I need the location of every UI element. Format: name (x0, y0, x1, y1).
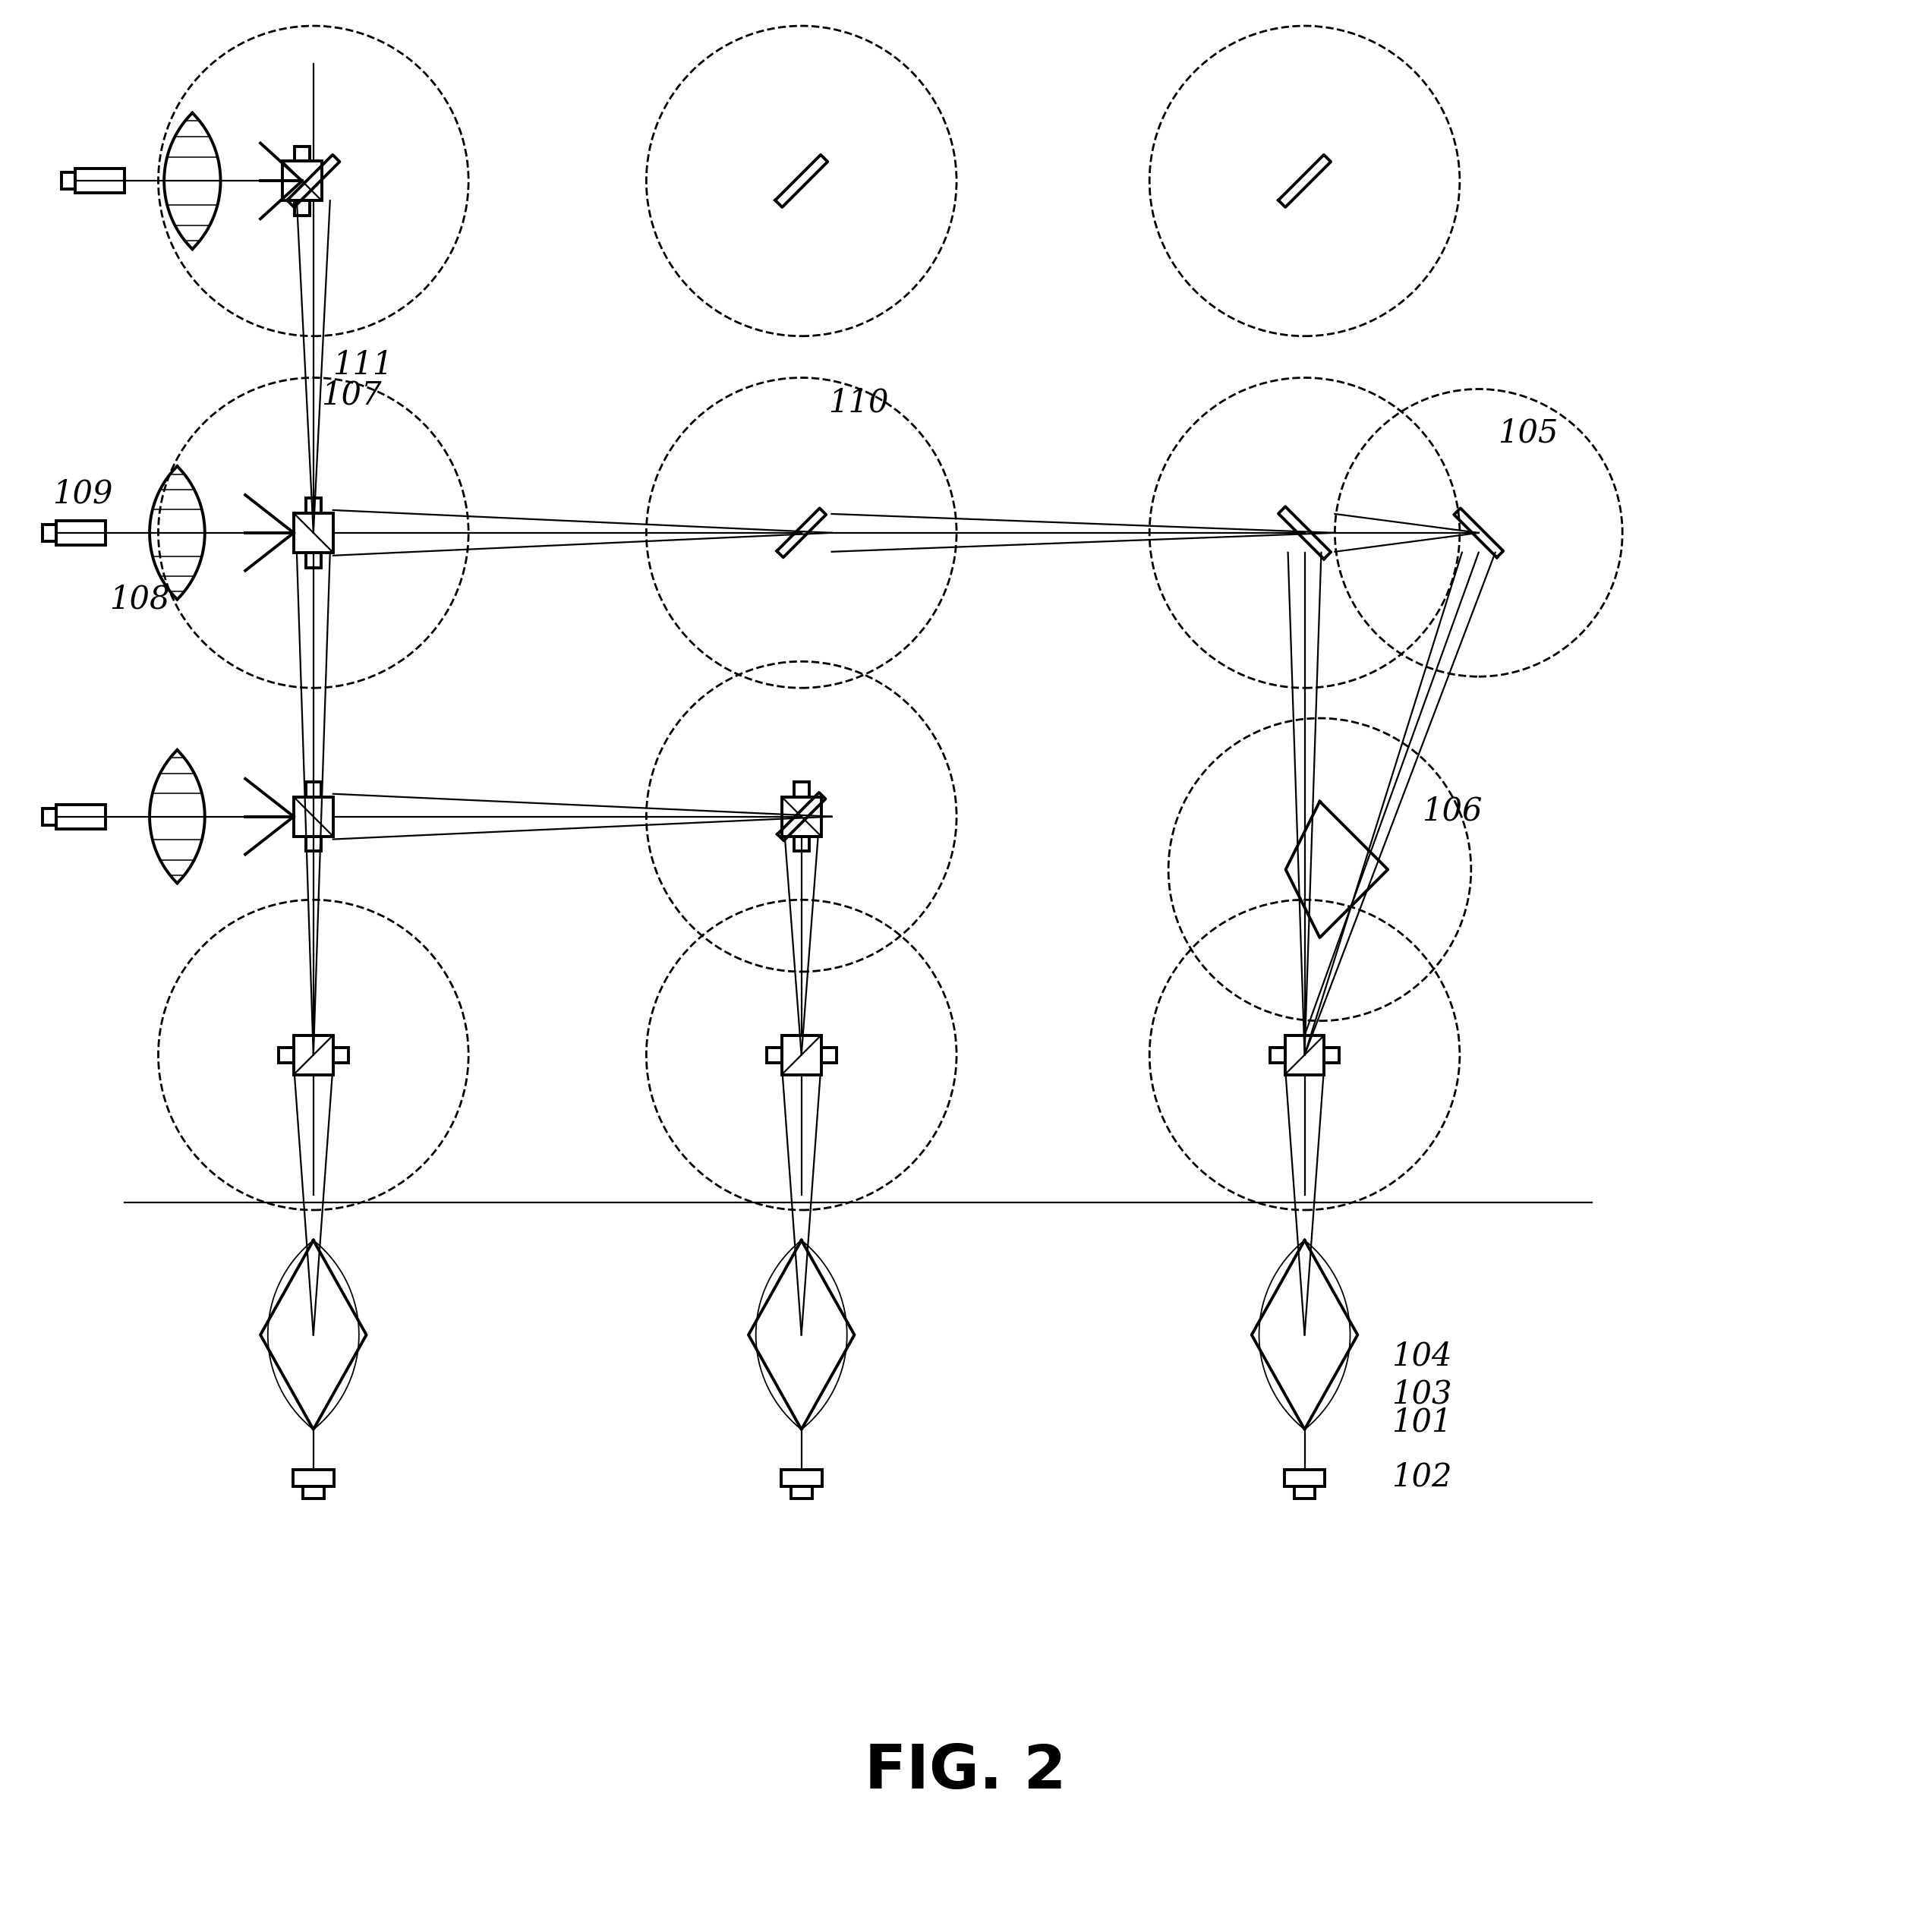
Text: 103: 103 (1391, 1378, 1453, 1410)
Bar (767, 1047, 782, 1063)
Bar (75, 168, 124, 193)
Bar (305, 837, 321, 852)
Bar (781, 1470, 821, 1486)
Bar (294, 796, 332, 837)
Bar (1269, 1047, 1285, 1063)
Text: 101: 101 (1391, 1406, 1453, 1439)
Bar (43, 808, 56, 825)
Bar (305, 553, 321, 568)
Text: 108: 108 (108, 583, 170, 614)
Bar (56, 804, 106, 829)
Bar (282, 160, 323, 201)
Bar (821, 1047, 837, 1063)
Bar (1323, 1047, 1339, 1063)
Text: 107: 107 (321, 379, 381, 412)
Bar (43, 524, 56, 541)
Text: 110: 110 (829, 386, 889, 419)
Bar (278, 1047, 294, 1063)
Text: 111: 111 (332, 350, 392, 381)
Text: FIG. 2: FIG. 2 (866, 1743, 1066, 1803)
Bar (294, 1470, 334, 1486)
Bar (303, 1486, 325, 1499)
Bar (1285, 1036, 1323, 1074)
Text: 104: 104 (1391, 1341, 1453, 1372)
Bar (294, 201, 309, 216)
Bar (782, 796, 821, 837)
Bar (62, 172, 75, 189)
Bar (794, 837, 810, 852)
Text: 102: 102 (1391, 1461, 1453, 1493)
Bar (294, 147, 309, 160)
Text: 105: 105 (1497, 417, 1557, 448)
Bar (782, 1036, 821, 1074)
Text: 106: 106 (1422, 796, 1482, 827)
Bar (1285, 1470, 1325, 1486)
Bar (294, 514, 332, 553)
Text: 109: 109 (52, 477, 112, 510)
Bar (56, 522, 106, 545)
Bar (790, 1486, 811, 1499)
Bar (1294, 1486, 1316, 1499)
Bar (332, 1047, 348, 1063)
Bar (305, 498, 321, 514)
Bar (294, 1036, 332, 1074)
Bar (794, 782, 810, 796)
Bar (305, 782, 321, 796)
